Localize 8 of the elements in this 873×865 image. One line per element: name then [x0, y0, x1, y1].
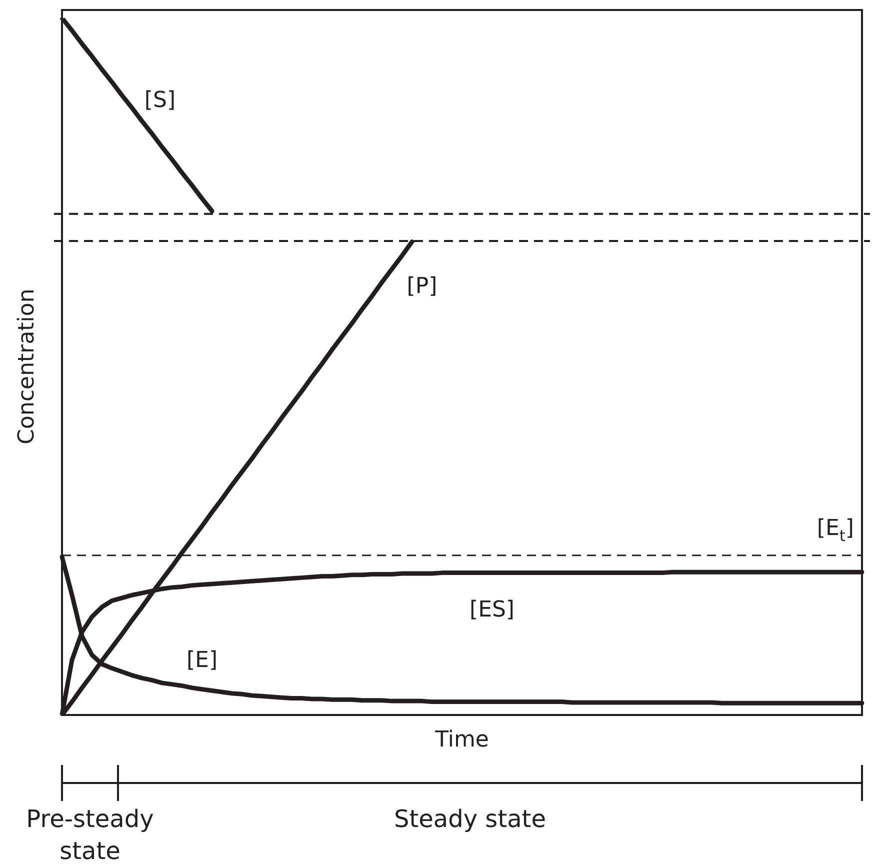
text: Pre-steady state	[25, 804, 155, 865]
y-axis-title: Concentration	[14, 288, 40, 444]
x-axis-title: Time	[434, 728, 489, 753]
series-label: [ES]	[469, 598, 515, 623]
series-label: [P]	[406, 274, 438, 299]
text: Steady state	[393, 804, 547, 835]
series-label: [E]	[186, 648, 218, 673]
series-label: [S]	[144, 88, 176, 113]
